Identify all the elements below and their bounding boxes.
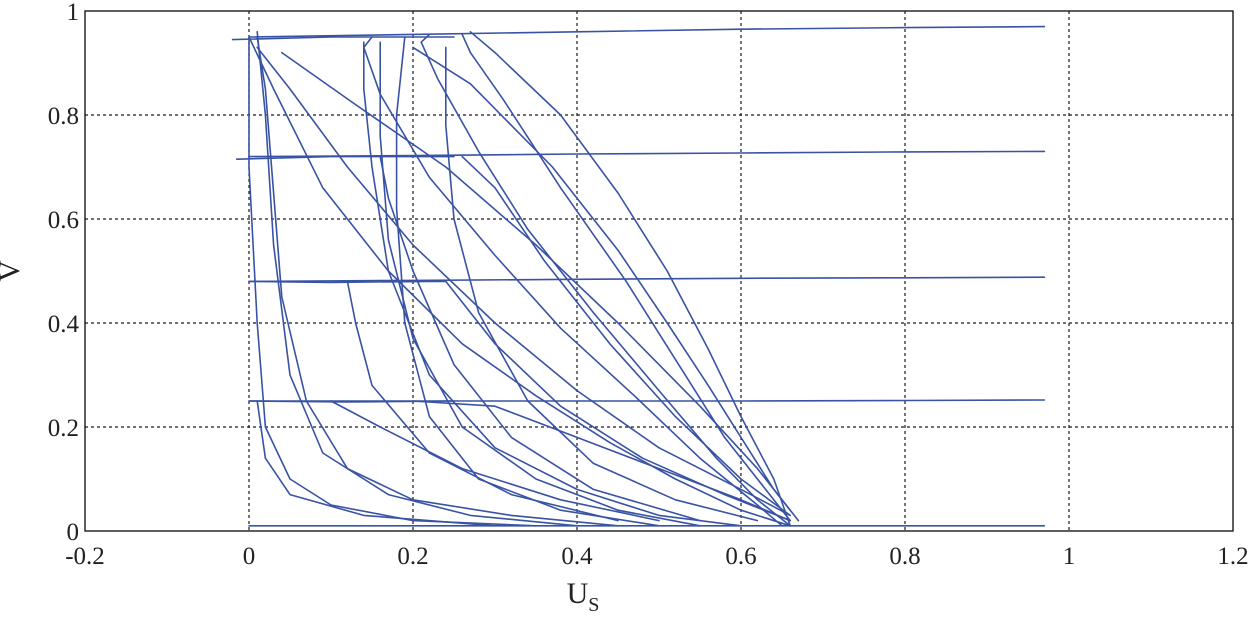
series-line-28 <box>231 36 455 41</box>
series-line-23 <box>248 25 1046 38</box>
series-line-15 <box>248 36 792 527</box>
y-tick-label: 1 <box>67 0 80 26</box>
series-line-11 <box>256 30 578 527</box>
series-line-17 <box>428 280 792 522</box>
series-line-14 <box>280 51 792 512</box>
series-line-5 <box>412 46 800 522</box>
series-line-9 <box>444 46 759 522</box>
series-line-18 <box>461 155 792 517</box>
y-axis-label: V <box>0 260 26 282</box>
series-line-31 <box>248 400 455 403</box>
series-line-20 <box>346 280 619 522</box>
series-line-4 <box>469 30 792 527</box>
series-line-3 <box>461 33 792 522</box>
series-line-8 <box>395 36 660 527</box>
series-line-26 <box>248 399 1046 402</box>
series-line-19 <box>330 400 660 522</box>
series-group <box>231 25 1046 527</box>
x-axis-label: US <box>567 577 600 616</box>
y-tick-label: 0.6 <box>48 207 79 234</box>
y-tick-label: 0 <box>67 519 80 546</box>
y-tick-labels: 0 0.2 0.4 0.6 0.8 1 <box>48 0 80 546</box>
x-axis-label-subscript: S <box>588 594 599 616</box>
series-line-25 <box>248 276 1046 283</box>
y-tick-label: 0.4 <box>48 311 80 338</box>
series-line-7 <box>379 41 701 527</box>
series-line-21 <box>379 155 701 522</box>
grid <box>85 11 1233 531</box>
plot-frame <box>84 10 1234 532</box>
series-line-24 <box>248 150 1046 158</box>
series-line-16 <box>412 400 792 522</box>
x-tick-label: -0.2 <box>65 543 105 570</box>
y-tick-label: 0.2 <box>48 415 79 442</box>
series-line-1 <box>362 36 783 527</box>
series-line-6 <box>362 41 742 527</box>
series-line-13 <box>256 46 792 517</box>
x-tick-label: 0 <box>243 543 256 570</box>
x-tick-label: 1.2 <box>1217 543 1248 570</box>
series-line-29 <box>235 155 455 160</box>
x-tick-label: 1 <box>1063 543 1076 570</box>
x-tick-label: 0.2 <box>397 543 428 570</box>
series-line-2 <box>420 33 792 527</box>
x-axis-label-main: U <box>567 577 589 610</box>
x-tick-label: 0.8 <box>889 543 920 570</box>
y-tick-label: 0.8 <box>48 103 79 130</box>
x-tick-labels: -0.2 0 0.2 0.4 0.6 0.8 1 1.2 <box>65 543 1248 570</box>
x-tick-label: 0.4 <box>561 543 593 570</box>
x-tick-label: 0.6 <box>725 543 756 570</box>
series-line-22 <box>256 400 496 527</box>
series-line-30 <box>248 280 431 284</box>
